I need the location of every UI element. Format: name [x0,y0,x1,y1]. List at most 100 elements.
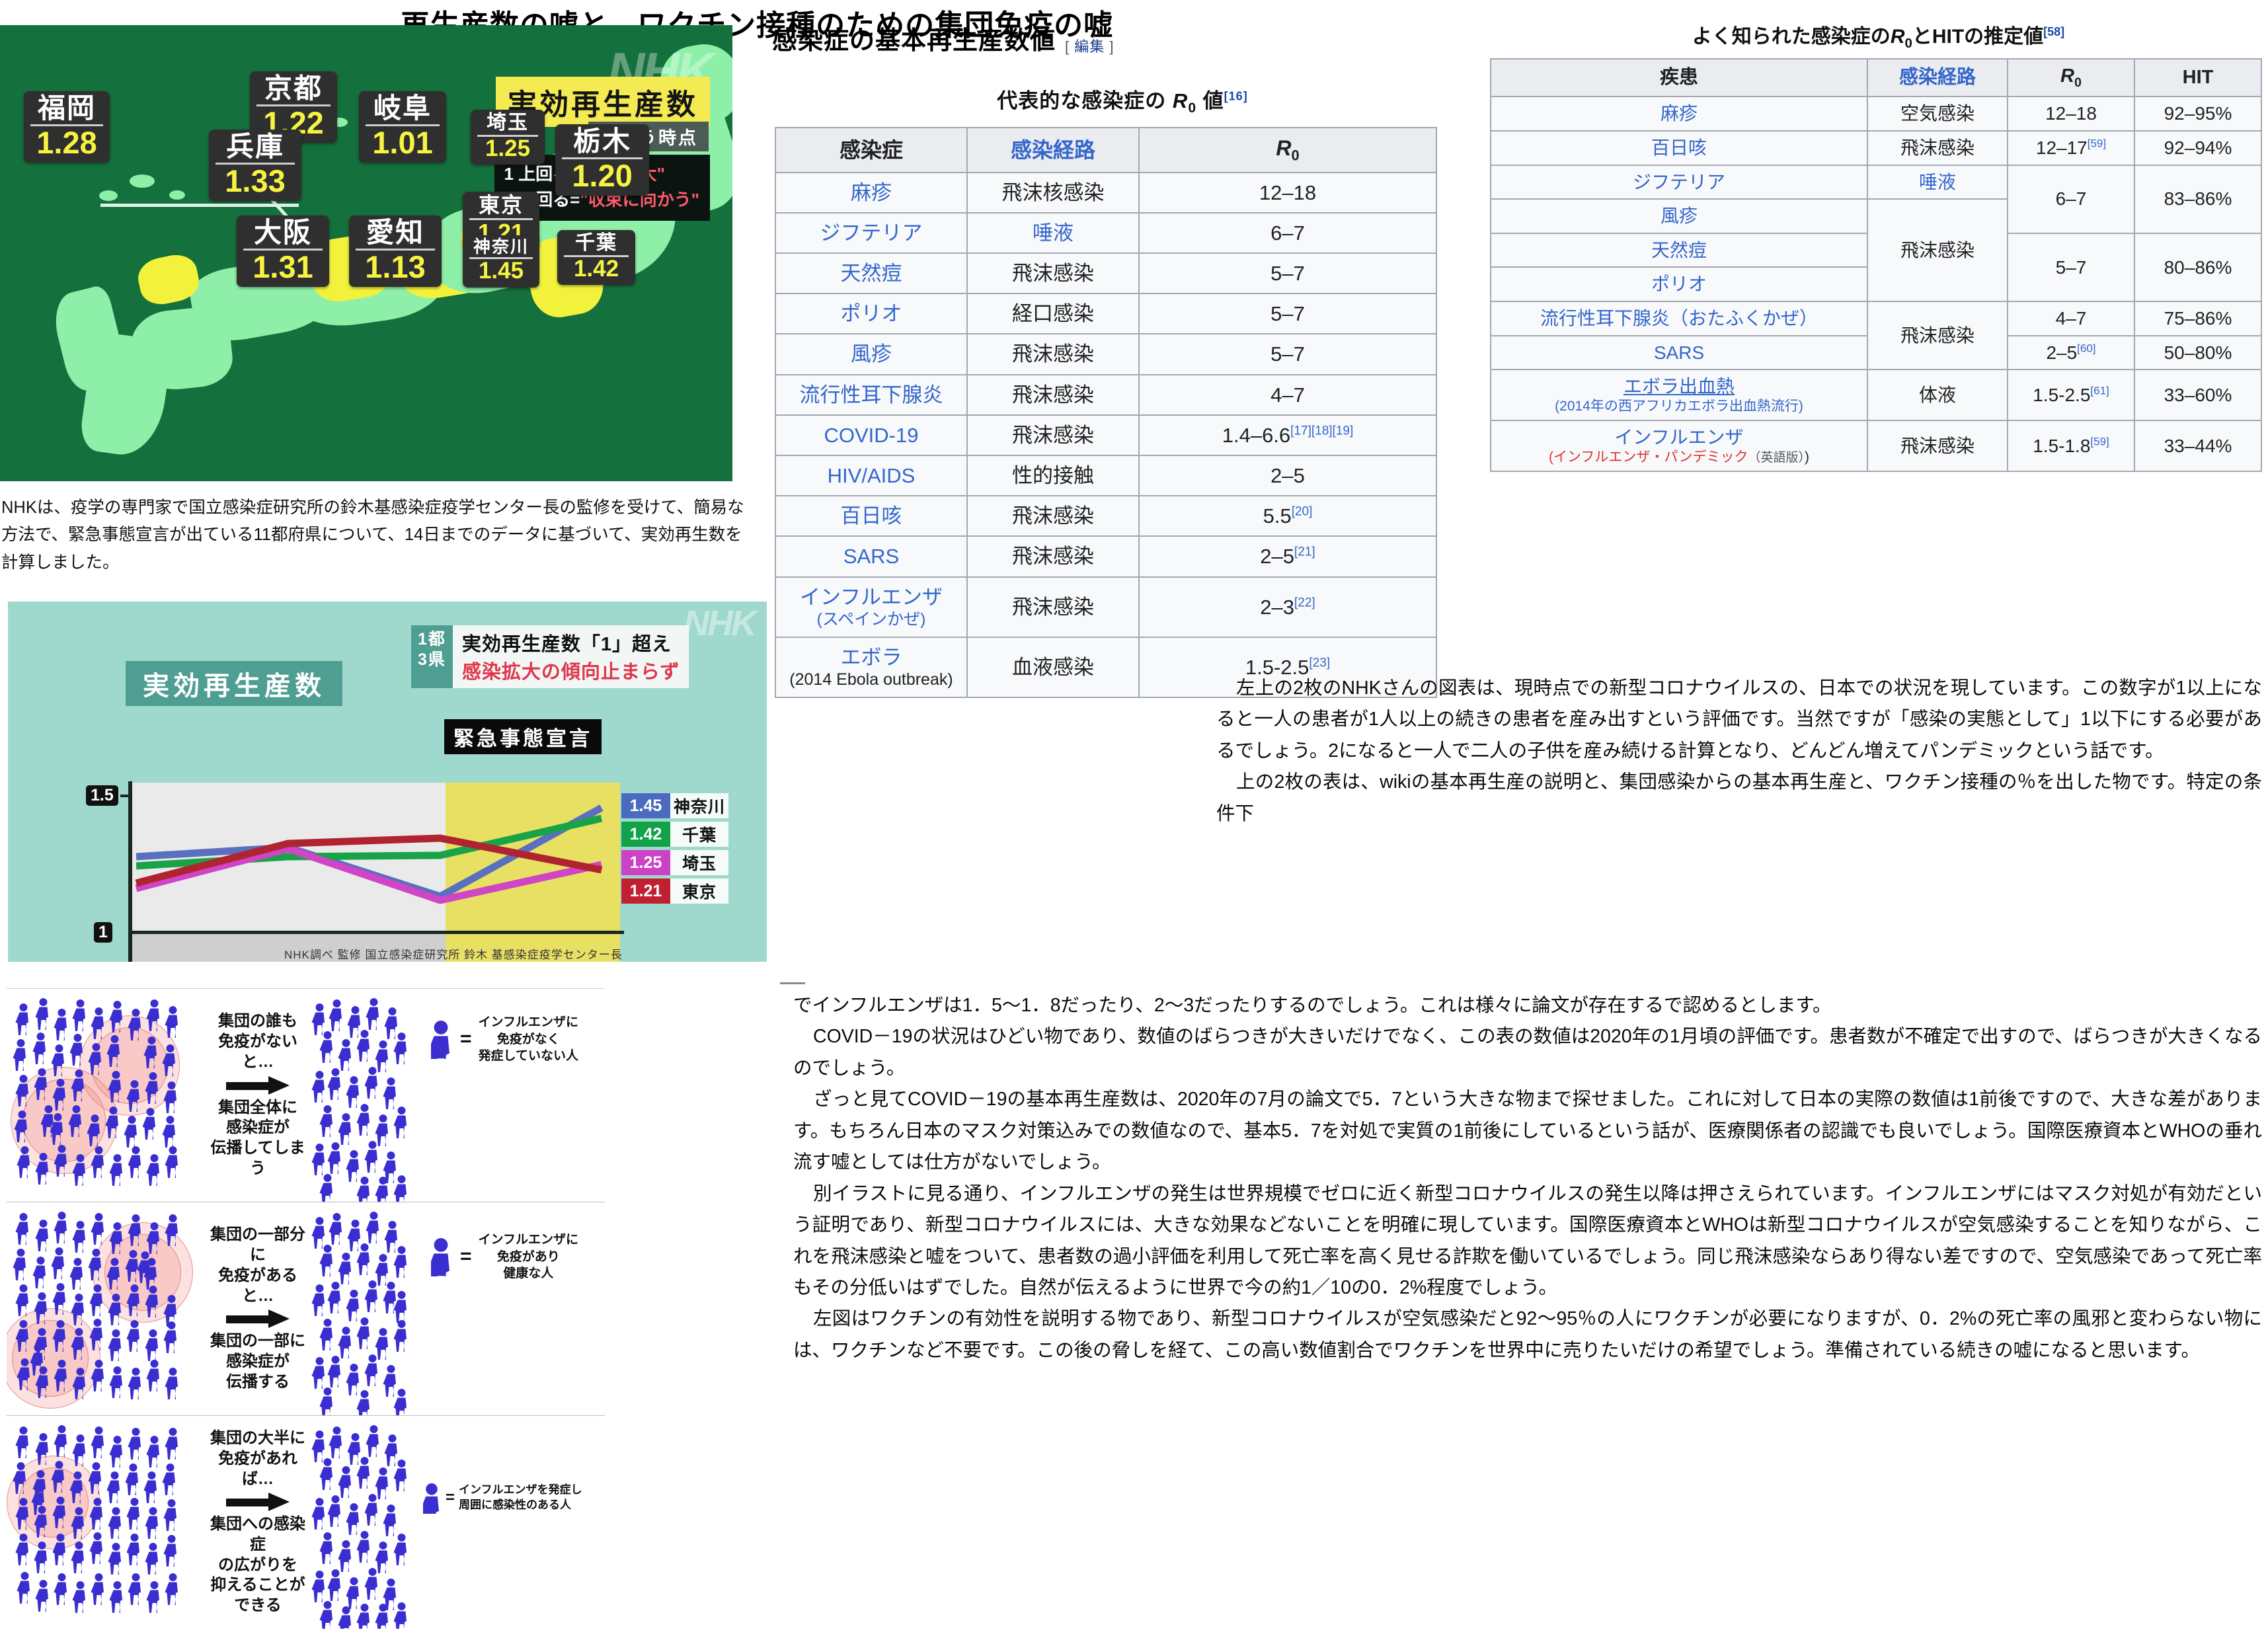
legend-label: 埼玉 [670,850,728,875]
col-disease: 疾患 [1490,58,1868,98]
cell-disease[interactable]: 麻疹 [775,171,968,214]
cell-route: 飛沫感染 [1867,198,2008,303]
caption-prefix: 代表的な感染症の [997,89,1167,112]
col-r0: R0 [2007,58,2135,98]
cell-r0: 1.4–6.6[17][18][19] [1138,414,1437,457]
cell-disease[interactable]: COVID-19 [775,414,968,457]
cell-r0: 1.5-1.8[59] [2007,419,2135,473]
cell-r0: 4–7 [2007,301,2135,336]
cell-route: 飛沫感染 [1867,301,2008,371]
cell-ref[interactable]: [59] [2090,435,2109,448]
caption-line: の広がりを [218,1555,297,1574]
cell-disease[interactable]: インフルエンザ (スペインかぜ) [775,576,968,638]
cell-disease[interactable]: 百日咳 [775,495,968,537]
table-row: 天然痘 飛沫感染 5–7 [775,253,1437,295]
herd-immunity-figure: 集団の誰も 免疫がないと… 集団全体に 感染症が 伝播してしまう [7,988,605,1640]
table-row: 麻疹 飛沫核感染 12–18 [775,171,1437,214]
cell-r0: 5–7 [1138,333,1437,375]
cell-disease-sub[interactable]: (スペインかぜ) [816,609,926,629]
cell-refs[interactable]: [17][18][19] [1290,424,1354,438]
table-row: 流行性耳下腺炎 飛沫感染 4–7 [775,373,1437,416]
edit-link-wrapper[interactable]: [ 編集 ] [1065,35,1114,56]
cell-disease[interactable]: 百日咳 [1490,130,1868,166]
legend-text-line2: 免疫がなく [496,1032,560,1046]
caption-mid: とHITの推定値 [1912,26,2044,48]
cell-disease-sub[interactable]: (インフルエンザ・パンデミック（英語版）) [1549,449,1809,465]
cell-hit: 33–44% [2134,419,2262,473]
cell-disease[interactable]: ポリオ [775,293,968,335]
cell-route[interactable]: 唾液 [1867,164,2008,200]
caption-reference[interactable]: [16] [1224,89,1248,103]
cell-disease[interactable]: 麻疹 [1490,96,1868,132]
table-row: ポリオ [1490,266,2261,303]
herd-row-majority-immunity: 集団の大半に 免疫があれば… 集団への感染症 の広がりを 抑えることができる [7,1416,605,1629]
col-route[interactable]: 感染経路 [1867,58,2008,98]
cell-r0: 5–7 [1138,293,1437,335]
cell-disease[interactable]: 天然痘 [775,253,968,295]
legend-entry-no-immunity: = インフルエンザに 免疫がなく 発症していない人 [431,1014,578,1065]
cell-disease[interactable]: エボラ出血熱 (2014年の西アフリカエボラ出血熱流行) [1490,369,1868,421]
y-tick-1: 1 [94,922,112,943]
cell-disease[interactable]: SARS [775,535,968,578]
cell-route: 空気感染 [1867,96,2008,132]
crowd-before-majority-immunity [7,1416,205,1629]
cell-disease[interactable]: ポリオ [1490,266,1868,303]
cell-disease[interactable]: 天然痘 [1490,232,1868,268]
nhk-chart-figure: NHK 1都 3県 実効再生産数「1」超え 感染拡大の傾向止まらず 実効再生産数… [8,602,767,962]
table-row: SARS 飛沫感染 2–5[21] [775,535,1437,578]
paragraph: 左図はワクチンの有効性を説明する物であり、新型コロナウイルスが空気感染だと92～… [793,1308,2262,1361]
table-row: SARS 2–5[60] 50–80% [1490,334,2262,371]
cell-hit: 33–60% [2134,369,2262,421]
cell-route: 飛沫感染 [966,576,1140,638]
cell-route[interactable]: 唾液 [966,212,1140,254]
edit-link[interactable]: 編集 [1074,38,1105,55]
equals-sign: = [446,1489,455,1506]
divider [780,982,805,984]
table-header-row: 感染症 感染経路 R0 [775,127,1437,173]
cell-ref[interactable]: [60] [2077,342,2096,355]
cell-disease[interactable]: エボラ (2014 Ebola outbreak) [775,636,968,698]
right-arrow-icon [226,1309,290,1329]
cell-refs[interactable]: [23] [1309,656,1331,670]
caption-reference[interactable]: [58] [2043,25,2065,38]
cell-disease[interactable]: HIV/AIDS [775,454,968,497]
cell-refs[interactable]: [20] [1291,504,1313,519]
legend-label: 東京 [670,879,728,904]
legend-label: 神奈川 [670,793,728,818]
pref-name: 岐阜 [366,93,440,127]
legend-text-line1: インフルエンザを発症し [459,1483,582,1497]
cell-hit: 80–86% [2134,232,2262,303]
legend-value: 1.45 [621,793,670,818]
legend-label: 千葉 [670,822,728,847]
cell-disease[interactable]: 流行性耳下腺炎（おたふくかぜ） [1490,301,1868,336]
cell-refs[interactable]: [21] [1294,545,1315,560]
cell-route: 飛沫感染 [1867,419,2008,473]
cell-disease[interactable]: 流行性耳下腺炎 [775,373,968,416]
equals-sign: = [460,1245,472,1268]
cell-disease[interactable]: 風疹 [1490,198,1868,234]
paragraph: 左上の2枚のNHKさんの図表は、現時点での新型コロナウイルスの、日本での状況を現… [1216,678,2262,761]
pref-label-osaka: 大阪 1.31 [237,215,329,288]
cell-disease[interactable]: インフルエンザ (インフルエンザ・パンデミック（英語版）) [1490,419,1868,473]
banner-headline-line1: 実効再生産数「1」超え [461,634,672,655]
cell-disease[interactable]: SARS [1490,334,1868,371]
cell-disease[interactable]: 風疹 [775,333,968,375]
cell-route: 体液 [1867,369,2008,421]
legend-text-line3: 健康な人 [503,1267,554,1281]
caption-line: 免疫があると… [218,1266,297,1305]
cell-ref[interactable]: [61] [2090,384,2109,397]
table-row: COVID-19 飛沫感染 1.4–6.6[17][18][19] [775,414,1437,457]
nhk-map-figure: NHK 実効再生産数 きのう時点 1 上回る="感染拡大" 1 下回る="収束に… [0,25,732,481]
chart-title: 実効再生産数 [126,661,342,706]
cell-disease-sub[interactable]: (2014年の西アフリカエボラ出血熱流行) [1555,398,1803,414]
paragraph: ざっと見てCOVID－19の基本再生産数は、2020年の7月の論文で5．7という… [793,1089,2262,1173]
cell-disease[interactable]: ジフテリア [775,212,968,254]
cell-disease[interactable]: ジフテリア [1490,164,1868,200]
herd-row-no-immunity: 集団の誰も 免疫がないと… 集団全体に 感染症が 伝播してしまう [7,989,605,1202]
person-blue-icon [431,1021,450,1060]
col-route[interactable]: 感染経路 [966,127,1140,173]
cell-refs[interactable]: [22] [1294,596,1315,610]
caption-line: 伝播してしまう [210,1139,305,1177]
pref-name: 神奈川 [469,237,533,260]
cell-ref[interactable]: [59] [2087,137,2107,150]
